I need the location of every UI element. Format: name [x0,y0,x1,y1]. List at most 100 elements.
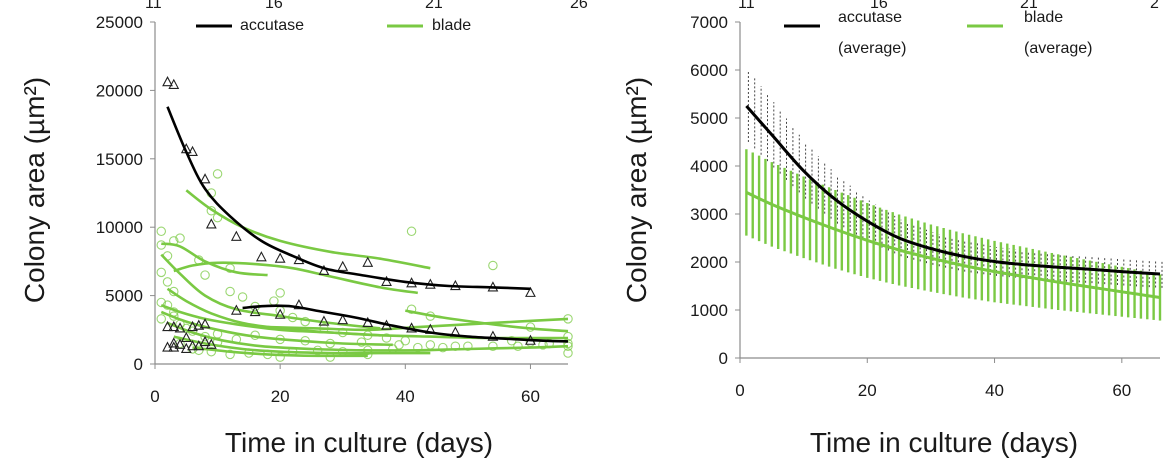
top-fragment: 21 [425,0,443,12]
blade-point [156,297,167,308]
blade-fit-line [405,309,569,333]
blade-fit-line [192,346,368,358]
accutase-point [168,337,180,348]
blade-fit-line [160,253,381,330]
top-fragment: 26 [570,0,588,12]
x-tick-label: 40 [985,381,1004,400]
top-cropped-labels: 11 16 21 26 11 16 21 2 [145,0,1159,12]
blade-point [269,296,279,306]
accutase-fit-line [166,106,531,291]
blade-point [156,226,167,237]
y-tick-label: 25000 [96,13,143,32]
blade-point [175,233,185,243]
accutase-point [249,305,261,317]
accutase-point [381,275,392,286]
accutase-point [337,314,349,325]
accutase-point [187,145,198,157]
blade-fit-line [160,310,393,347]
accutase-point [180,342,192,354]
accutase-fit-line [242,304,569,343]
blade-point [506,335,517,346]
blade-point [463,341,473,351]
accutase-point [274,308,286,319]
blade-point [237,292,248,302]
accutase-point [205,218,217,229]
x-tick-label: 60 [1112,381,1131,400]
blade-point [394,340,404,350]
top-fragment: 16 [870,0,888,12]
blade-point [406,304,417,315]
accutase-point [199,173,211,184]
accutase-point [168,78,180,89]
legend-accutase-label-line2: (average) [838,40,906,57]
blade-point [275,288,285,298]
accutase-point [205,338,217,349]
accutase-point [255,251,267,262]
accutase-point [525,286,536,297]
y-tick-label: 5000 [690,109,728,128]
y-tick-label: 0 [134,355,143,374]
blade-point [406,226,417,237]
accutase-point [187,340,198,351]
blade-fit-line [161,242,268,277]
accutase-point [318,264,330,276]
top-fragment: 16 [265,0,283,12]
accutase-point [162,320,173,332]
top-fragment: 2 [1150,0,1159,12]
accutase-point [168,320,180,332]
blade-point [413,342,423,353]
blade-point [400,335,411,346]
accutase-point [174,338,186,349]
blade-point [194,345,204,356]
legend-blade-label: blade [432,17,471,34]
x-tick-label: 40 [396,387,415,406]
x-axis-label: Time in culture (days) [225,427,493,458]
accutase-point [162,76,173,87]
blade-point [225,349,235,360]
y-tick-label: 2000 [690,253,728,272]
blade-point [563,348,573,358]
top-fragment: 11 [738,0,755,12]
blade-fit-line [173,261,418,295]
y-tick-label: 10000 [96,218,143,237]
x-axis-label: Time in culture (days) [810,427,1078,458]
y-tick-label: 0 [719,349,728,368]
accutase-point [193,319,205,330]
left-chart: Colony area (µm²) Time in culture (days)… [19,13,573,458]
blade-fit-line [267,317,569,332]
accutase-point [187,320,198,332]
accutase-point [318,315,330,326]
x-tick-label: 20 [271,387,290,406]
blade-fit-line [185,189,431,270]
blade-fit-line [167,321,569,352]
x-tick-label: 60 [521,387,540,406]
accutase-point [337,260,349,271]
y-tick-label: 5000 [105,287,143,306]
accutase-point [362,256,374,267]
x-tick-label: 0 [150,387,159,406]
legend: accutase blade [196,17,471,34]
accutase-point [274,252,286,263]
y-tick-label: 15000 [96,150,143,169]
y-tick-label: 20000 [96,81,143,100]
blade-fit-line [173,335,431,355]
blade-average-line [745,191,1161,299]
legend-accutase-label: accutase [838,9,902,26]
y-tick-label: 6000 [690,61,728,80]
legend: accutase (average) blade (average) [784,9,1092,57]
right-chart: Colony area (µm²) Time in culture (days)… [621,9,1163,458]
accutase-point [168,341,180,352]
blade-point [212,169,223,179]
accutase-point [199,318,211,329]
blade-point [200,270,210,280]
legend-accutase-label: accutase [240,17,304,34]
blade-fit-line [160,303,381,337]
blade-point [156,314,167,324]
y-tick-label: 4000 [690,157,728,176]
y-axis-label: Colony area (µm²) [621,77,652,303]
blade-point [425,340,436,350]
accutase-average-line [745,105,1161,276]
top-fragment: 11 [145,0,162,12]
y-tick-label: 1000 [690,301,728,320]
